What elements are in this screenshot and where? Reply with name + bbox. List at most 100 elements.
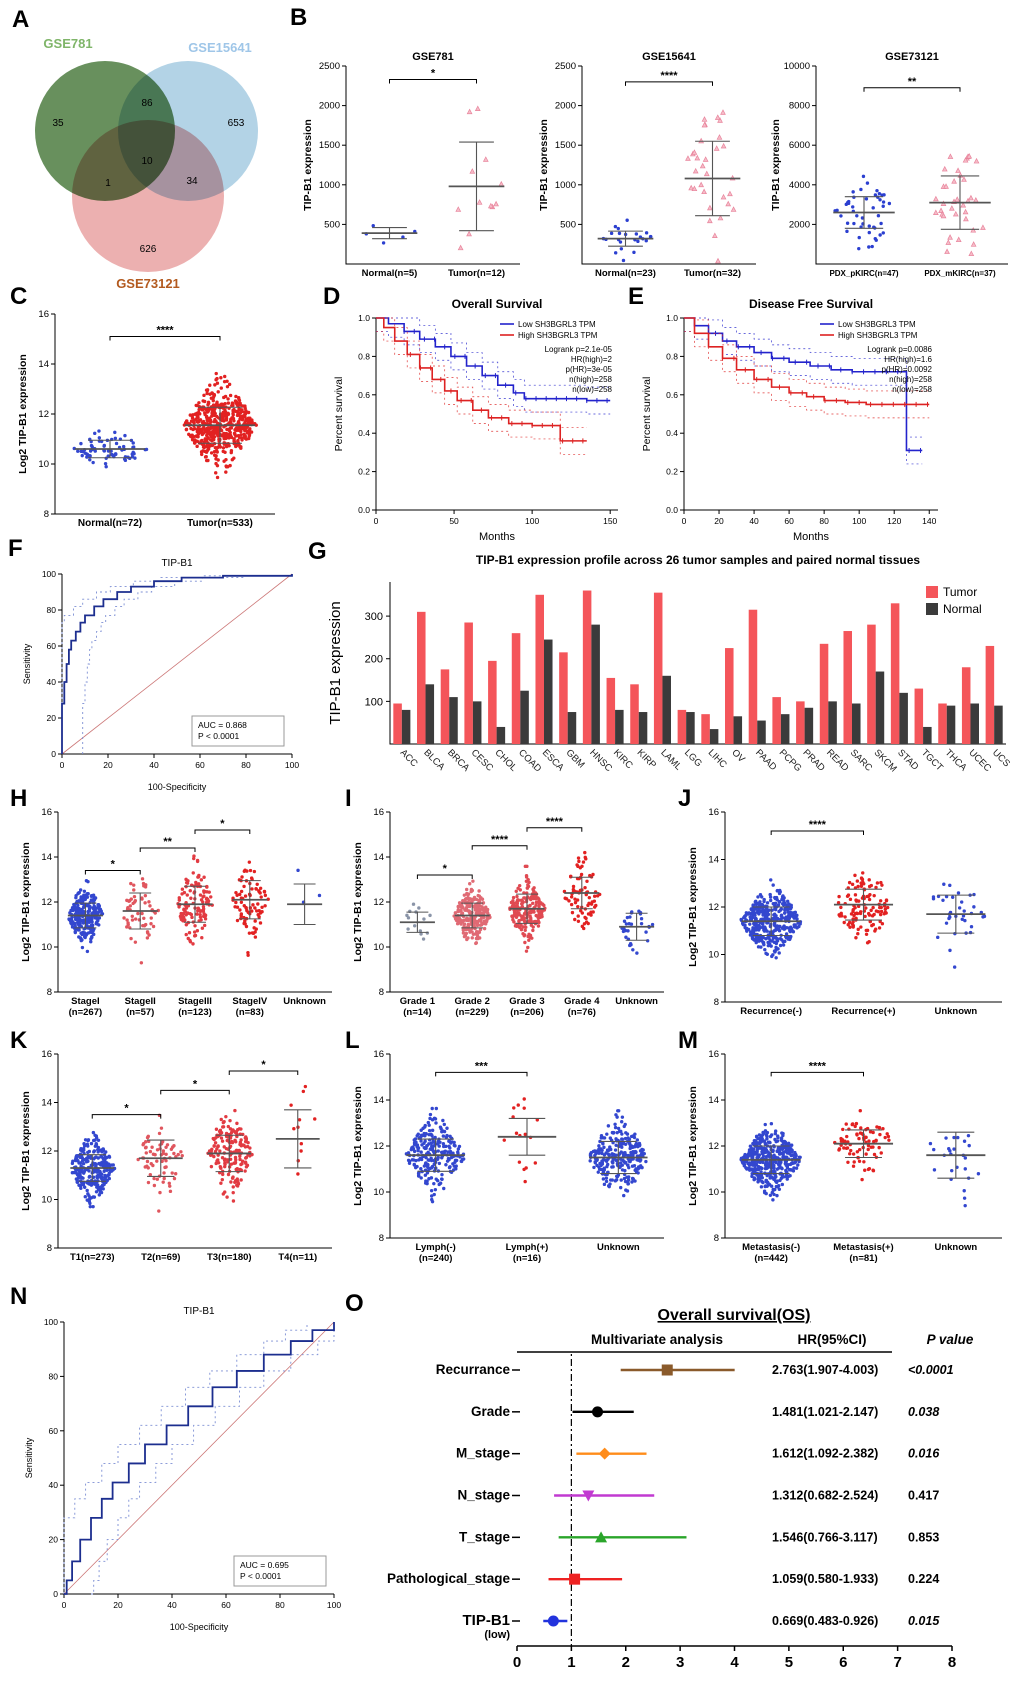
svg-text:TGCT: TGCT [919, 747, 945, 773]
svg-text:0.6: 0.6 [666, 390, 678, 400]
svg-text:0: 0 [51, 749, 56, 759]
svg-text:Log2 TIP-B1 expression: Log2 TIP-B1 expression [352, 1086, 364, 1206]
svg-text:12: 12 [708, 902, 719, 913]
svg-text:0.0: 0.0 [666, 505, 678, 515]
svg-text:*: * [220, 818, 225, 830]
svg-text:N_stage: N_stage [457, 1488, 510, 1503]
svg-text:HNSC: HNSC [587, 747, 614, 774]
svg-text:0.8: 0.8 [666, 351, 678, 361]
panel-a-venn-diagram: GSE781 GSE15641 GSE73121 35 86 653 1 10 34 626 [8, 26, 283, 294]
panel-j-recurrence-dotplot: 8 10 12 14 16 Log2 TIP-B1 expression Recurrenc… [685, 798, 1010, 1026]
svg-text:1.059(0.580-1.933): 1.059(0.580-1.933) [772, 1572, 878, 1586]
svg-text:10: 10 [708, 1187, 719, 1198]
svg-text:n(low)=258: n(low)=258 [572, 385, 612, 394]
svg-text:200: 200 [365, 654, 383, 666]
svg-text:0: 0 [60, 760, 65, 770]
svg-text:(n=57): (n=57) [126, 1007, 154, 1018]
svg-text:60: 60 [49, 1426, 59, 1436]
svg-text:(low): (low) [484, 1629, 510, 1641]
svg-text:PAAD: PAAD [753, 747, 779, 773]
svg-text:Recurrance: Recurrance [436, 1362, 511, 1377]
svg-text:PCPG: PCPG [777, 747, 804, 774]
svg-text:Logrank p=2.1e-05: Logrank p=2.1e-05 [545, 345, 613, 354]
svg-text:Unknown: Unknown [934, 1242, 977, 1253]
svg-text:p(HR)=3e-05: p(HR)=3e-05 [566, 365, 613, 374]
svg-text:10000: 10000 [784, 61, 810, 72]
svg-text:60: 60 [195, 760, 205, 770]
svg-text:CESC: CESC [469, 747, 496, 774]
svg-text:14: 14 [708, 855, 719, 866]
svg-text:Log2 TIP-B1 expression: Log2 TIP-B1 expression [352, 842, 364, 962]
svg-text:Unknown: Unknown [597, 1242, 640, 1253]
svg-text:40: 40 [47, 677, 57, 687]
svg-text:12: 12 [708, 1141, 719, 1152]
svg-text:Sensitivity: Sensitivity [24, 1437, 34, 1478]
svg-text:100: 100 [327, 1600, 341, 1610]
svg-text:P value: P value [927, 1332, 974, 1347]
svg-text:***: *** [475, 1060, 489, 1072]
svg-text:8: 8 [714, 1233, 719, 1244]
svg-text:LIHC: LIHC [706, 747, 729, 770]
svg-text:100-Specificity: 100-Specificity [148, 782, 207, 792]
svg-text:Grade: Grade [471, 1404, 511, 1419]
svg-text:0: 0 [374, 516, 379, 526]
svg-text:100: 100 [44, 1317, 58, 1327]
svg-text:HR(high)=2: HR(high)=2 [571, 355, 613, 364]
svg-text:2000: 2000 [555, 101, 576, 112]
svg-text:500: 500 [560, 219, 576, 230]
svg-text:Disease Free Survival: Disease Free Survival [749, 297, 873, 311]
svg-text:80: 80 [241, 760, 251, 770]
svg-text:12: 12 [373, 897, 384, 908]
svg-text:KIRC: KIRC [611, 747, 635, 771]
svg-text:ESCA: ESCA [540, 747, 567, 774]
svg-text:40: 40 [49, 1480, 59, 1490]
svg-text:20: 20 [113, 1600, 123, 1610]
svg-text:16: 16 [41, 1049, 52, 1060]
svg-text:High SH3BGRL3 TPM: High SH3BGRL3 TPM [518, 331, 598, 340]
svg-text:*: * [111, 859, 116, 871]
svg-text:8: 8 [948, 1654, 956, 1671]
svg-text:0.2: 0.2 [358, 467, 370, 477]
svg-text:14: 14 [373, 1095, 384, 1106]
svg-text:10: 10 [373, 942, 384, 953]
panel-h-stage-dotplot: 8 10 12 14 16 Log2 TIP-B1 expression StageI (n=… [18, 798, 340, 1026]
svg-text:10: 10 [373, 1187, 384, 1198]
svg-text:100: 100 [852, 516, 866, 526]
svg-text:P < 0.0001: P < 0.0001 [198, 731, 239, 741]
svg-text:BRCA: BRCA [445, 747, 472, 774]
svg-text:n(high)=258: n(high)=258 [569, 375, 612, 384]
svg-text:n(low)=258: n(low)=258 [892, 385, 932, 394]
svg-text:StageIV: StageIV [232, 996, 268, 1007]
svg-text:0.417: 0.417 [908, 1489, 939, 1503]
svg-text:0.015: 0.015 [908, 1614, 940, 1628]
panel-f-roc-curve: 0 0 20 20 40 40 60 60 80 80 100 100 100-Specificity S… [18, 548, 308, 796]
svg-text:PRAD: PRAD [800, 747, 827, 774]
svg-text:80: 80 [47, 605, 57, 615]
svg-text:8: 8 [379, 1233, 384, 1244]
svg-text:1.312(0.682-2.524): 1.312(0.682-2.524) [772, 1489, 878, 1503]
svg-text:n(high)=258: n(high)=258 [889, 375, 932, 384]
svg-text:GSE781: GSE781 [43, 36, 92, 51]
svg-text:1500: 1500 [555, 140, 576, 151]
svg-text:Log2 TIP-B1 expression: Log2 TIP-B1 expression [687, 1086, 699, 1206]
svg-text:Normal(n=23): Normal(n=23) [595, 268, 656, 279]
svg-text:****: **** [809, 1060, 827, 1072]
svg-text:AUC = 0.868: AUC = 0.868 [198, 720, 247, 730]
svg-text:40: 40 [149, 760, 159, 770]
svg-text:****: **** [546, 816, 564, 828]
svg-text:T3(n=180): T3(n=180) [207, 1252, 252, 1263]
svg-text:12: 12 [41, 897, 52, 908]
svg-text:6000: 6000 [789, 140, 810, 151]
panel-label-a: A [12, 6, 30, 33]
svg-text:LAML: LAML [658, 747, 683, 772]
svg-text:TIP-B1 expression: TIP-B1 expression [302, 119, 314, 211]
svg-text:16: 16 [41, 807, 52, 818]
svg-text:Unknown: Unknown [615, 996, 658, 1007]
svg-text:Low SH3BGRL3 TPM: Low SH3BGRL3 TPM [518, 320, 596, 329]
svg-text:p(HR)=0.0092: p(HR)=0.0092 [882, 365, 933, 374]
svg-text:10: 10 [38, 459, 49, 470]
svg-text:LGG: LGG [682, 747, 704, 769]
svg-text:12: 12 [38, 409, 49, 420]
svg-text:(n=229): (n=229) [455, 1007, 489, 1018]
panel-label-g: G [308, 538, 327, 565]
